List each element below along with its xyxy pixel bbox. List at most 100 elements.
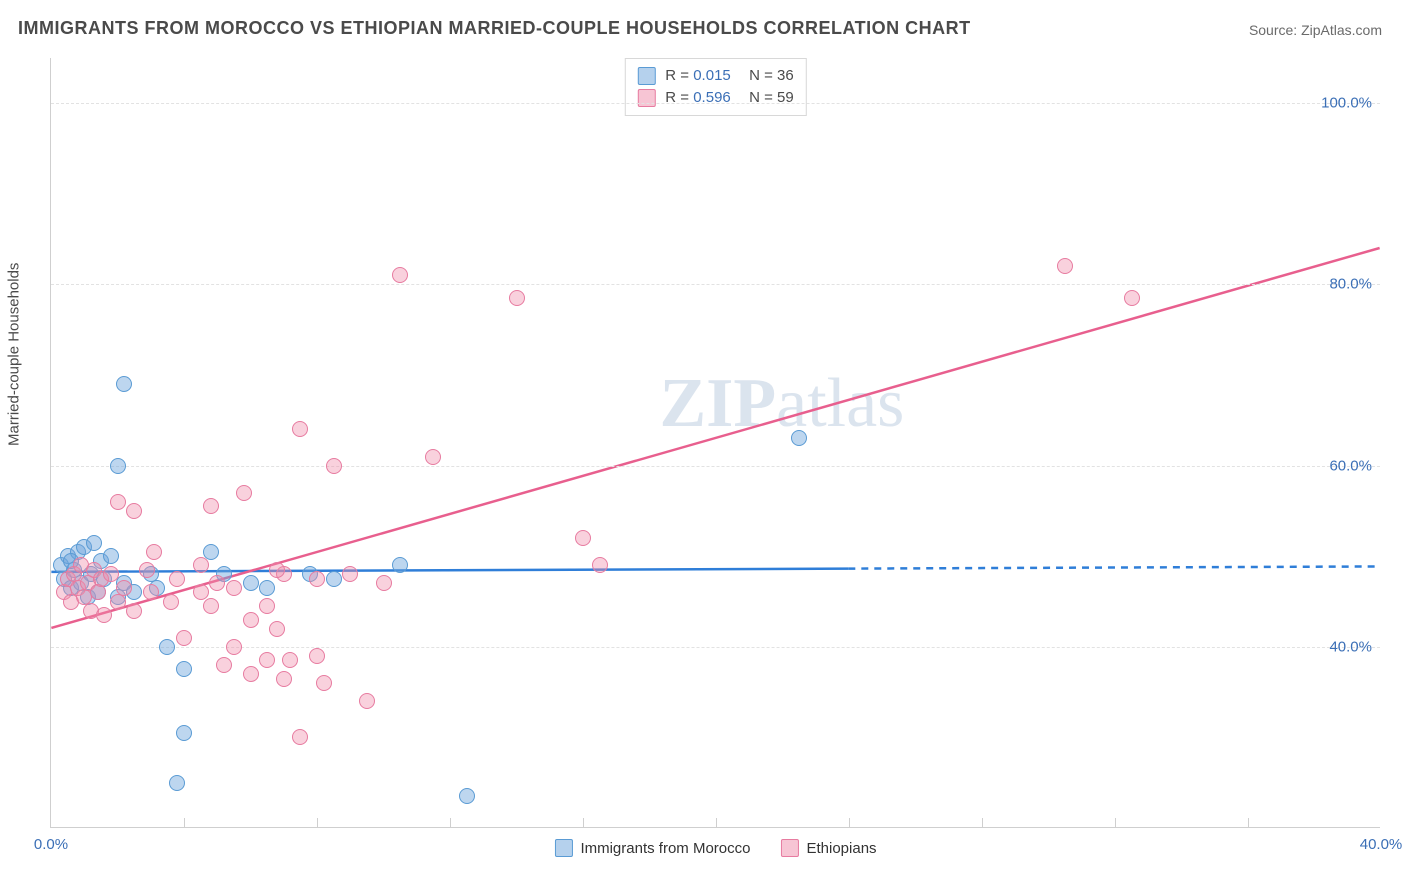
legend-series: Immigrants from Morocco Ethiopians <box>554 839 876 857</box>
data-point <box>392 267 408 283</box>
x-tick <box>849 818 850 828</box>
data-point <box>1124 290 1140 306</box>
data-point <box>193 557 209 573</box>
x-tick <box>583 818 584 828</box>
data-point <box>425 449 441 465</box>
chart-plot-area: ZIPatlas R = 0.015 N = 36 R = 0.596 N = … <box>50 58 1380 828</box>
y-tick-label: 100.0% <box>1321 95 1372 112</box>
chart-title: IMMIGRANTS FROM MOROCCO VS ETHIOPIAN MAR… <box>18 18 971 39</box>
data-point <box>575 530 591 546</box>
data-point <box>96 607 112 623</box>
data-point <box>116 376 132 392</box>
data-point <box>392 557 408 573</box>
data-point <box>309 648 325 664</box>
data-point <box>326 571 342 587</box>
data-point <box>209 575 225 591</box>
data-point <box>282 652 298 668</box>
gridline-h <box>51 103 1380 104</box>
data-point <box>243 666 259 682</box>
legend-r-label: R = 0.015 <box>665 65 730 87</box>
data-point <box>259 652 275 668</box>
data-point <box>139 562 155 578</box>
data-point <box>226 639 242 655</box>
data-point <box>163 594 179 610</box>
x-tick <box>450 818 451 828</box>
data-point <box>376 575 392 591</box>
data-point <box>126 503 142 519</box>
gridline-h <box>51 466 1380 467</box>
legend-n-label: N = 36 <box>741 65 794 87</box>
data-point <box>103 566 119 582</box>
y-tick-label: 60.0% <box>1329 457 1372 474</box>
data-point <box>459 788 475 804</box>
data-point <box>592 557 608 573</box>
data-point <box>359 693 375 709</box>
data-point <box>103 548 119 564</box>
legend-label: Ethiopians <box>806 840 876 857</box>
data-point <box>326 458 342 474</box>
data-point <box>203 498 219 514</box>
swatch-blue-icon <box>637 67 655 85</box>
data-point <box>509 290 525 306</box>
x-tick <box>184 818 185 828</box>
legend-item-ethiopians: Ethiopians <box>780 839 876 857</box>
watermark: ZIPatlas <box>659 364 904 444</box>
trend-lines <box>51 58 1380 827</box>
data-point <box>176 630 192 646</box>
data-point <box>1057 258 1073 274</box>
data-point <box>791 430 807 446</box>
legend-row-morocco: R = 0.015 N = 36 <box>637 65 793 87</box>
data-point <box>226 580 242 596</box>
legend-r-label: R = 0.596 <box>665 87 730 109</box>
data-point <box>292 421 308 437</box>
swatch-pink-icon <box>780 839 798 857</box>
data-point <box>116 580 132 596</box>
gridline-h <box>51 284 1380 285</box>
data-point <box>146 544 162 560</box>
data-point <box>159 639 175 655</box>
y-axis-title: Married-couple Households <box>6 263 23 446</box>
data-point <box>176 725 192 741</box>
data-point <box>342 566 358 582</box>
data-point <box>292 729 308 745</box>
data-point <box>110 494 126 510</box>
data-point <box>110 458 126 474</box>
data-point <box>236 485 252 501</box>
data-point <box>269 562 285 578</box>
data-point <box>259 598 275 614</box>
x-tick <box>716 818 717 828</box>
x-tick <box>1248 818 1249 828</box>
data-point <box>203 544 219 560</box>
data-point <box>143 584 159 600</box>
legend-correlation: R = 0.015 N = 36 R = 0.596 N = 59 <box>624 58 806 116</box>
data-point <box>169 775 185 791</box>
data-point <box>259 580 275 596</box>
x-tick <box>317 818 318 828</box>
swatch-pink-icon <box>637 89 655 107</box>
gridline-h <box>51 647 1380 648</box>
data-point <box>86 535 102 551</box>
data-point <box>243 612 259 628</box>
legend-row-ethiopians: R = 0.596 N = 59 <box>637 87 793 109</box>
x-tick-label: 40.0% <box>1360 836 1403 853</box>
data-point <box>169 571 185 587</box>
y-tick-label: 80.0% <box>1329 276 1372 293</box>
swatch-blue-icon <box>554 839 572 857</box>
data-point <box>276 671 292 687</box>
source-label: Source: ZipAtlas.com <box>1249 22 1382 38</box>
data-point <box>269 621 285 637</box>
legend-n-label: N = 59 <box>741 87 794 109</box>
data-point <box>126 603 142 619</box>
x-tick-label: 0.0% <box>34 836 68 853</box>
data-point <box>316 675 332 691</box>
y-tick-label: 40.0% <box>1329 638 1372 655</box>
x-tick <box>1115 818 1116 828</box>
x-tick <box>982 818 983 828</box>
data-point <box>216 657 232 673</box>
data-point <box>203 598 219 614</box>
data-point <box>176 661 192 677</box>
legend-label: Immigrants from Morocco <box>580 840 750 857</box>
data-point <box>309 571 325 587</box>
data-point <box>90 584 106 600</box>
legend-item-morocco: Immigrants from Morocco <box>554 839 750 857</box>
